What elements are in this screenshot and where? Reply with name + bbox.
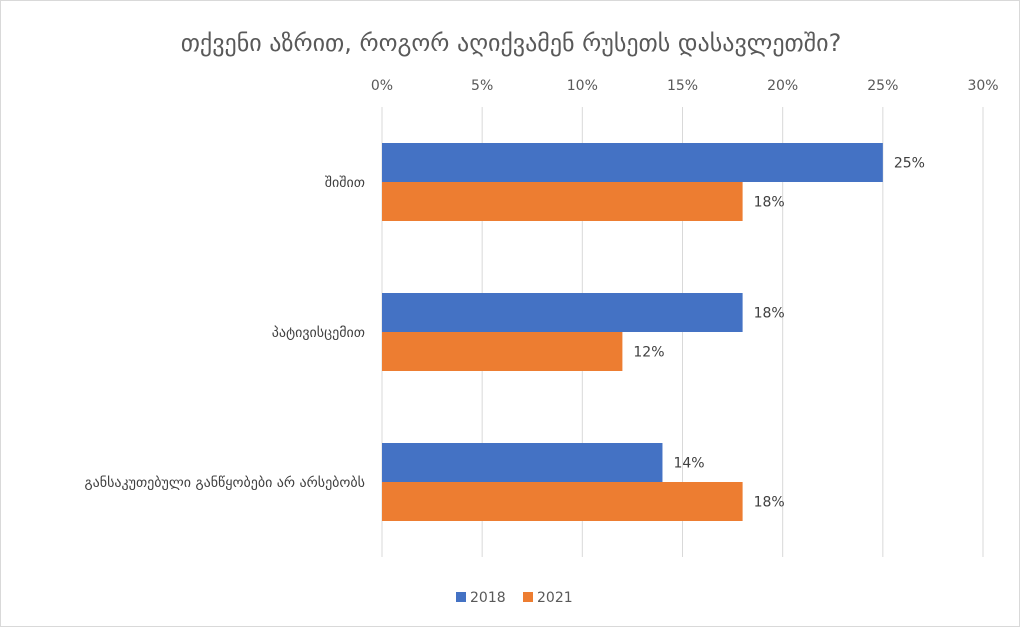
legend-label: 2021 — [537, 590, 573, 606]
legend-swatch — [523, 592, 533, 602]
data-label: 18% — [754, 495, 785, 511]
bars — [382, 143, 883, 521]
x-tick-label: 30% — [967, 78, 998, 94]
category-labels: შიშით პატივისცემით განსაკუთებული განწყობებ… — [85, 175, 365, 491]
bar-2021 — [382, 332, 623, 371]
bar-2018 — [382, 143, 883, 182]
legend: 2018 2021 — [456, 590, 573, 606]
legend-swatch — [456, 592, 466, 602]
category-label: შიშით — [325, 175, 365, 191]
bar-2021 — [382, 182, 743, 221]
bar-2021 — [382, 482, 743, 521]
data-label: 18% — [754, 195, 785, 211]
x-tick-label: 15% — [667, 78, 698, 94]
x-axis-ticks: 0% 5% 10% 15% 20% 25% 30% — [371, 78, 999, 94]
x-tick-label: 0% — [371, 78, 393, 94]
legend-label: 2018 — [470, 590, 506, 606]
bar-2018 — [382, 293, 743, 332]
data-labels: 25% 18% 18% 12% 14% 18% — [633, 156, 925, 511]
bar-2018 — [382, 443, 663, 482]
data-label: 12% — [633, 345, 664, 361]
x-tick-label: 10% — [567, 78, 598, 94]
category-label: პატივისცემით — [272, 325, 365, 341]
x-tick-label: 5% — [471, 78, 493, 94]
data-label: 14% — [673, 456, 704, 472]
data-label: 18% — [754, 306, 785, 322]
chart-title: თქვენი აზრით, როგორ აღიქვამენ რუსეთს დას… — [181, 29, 842, 57]
category-label: განსაკუთებული განწყობები არ არსებობს — [85, 474, 365, 491]
x-tick-label: 20% — [767, 78, 798, 94]
x-tick-label: 25% — [867, 78, 898, 94]
data-label: 25% — [894, 156, 925, 172]
